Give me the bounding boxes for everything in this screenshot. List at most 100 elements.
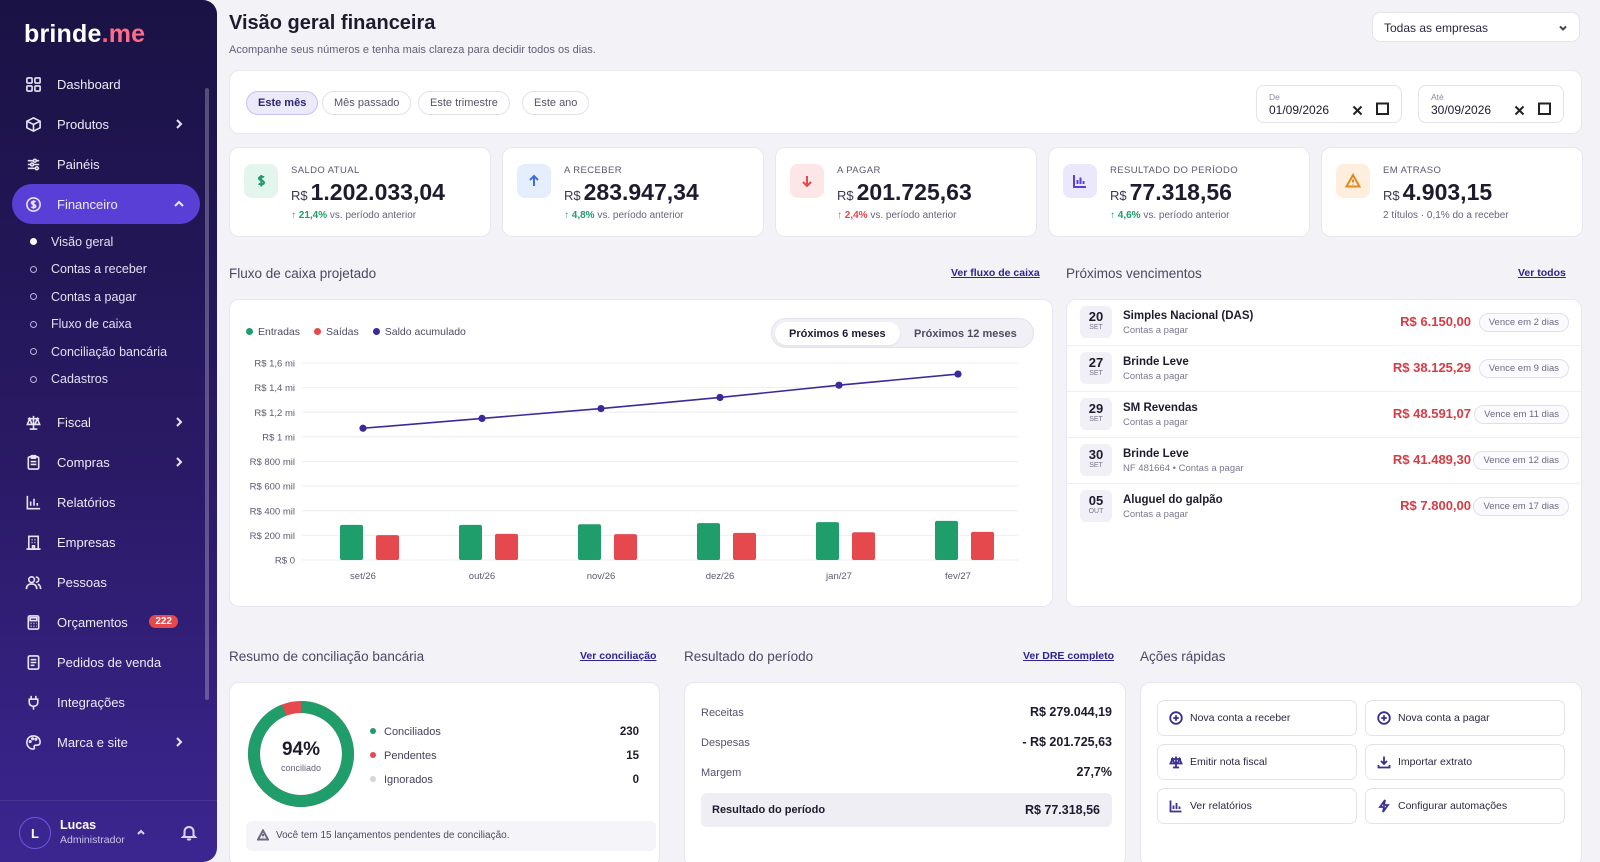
list-item[interactable]: 05 OUT Aluguel do galpão Contas a pagar R… xyxy=(1067,484,1583,530)
list-item[interactable]: 20 SET Simples Nacional (DAS) Contas a pa… xyxy=(1067,300,1583,346)
building-icon xyxy=(24,533,42,551)
period-pill-mes-passado[interactable]: Mês passado xyxy=(322,91,412,115)
toggle-12-meses[interactable]: Próximos 12 meses xyxy=(914,328,1017,340)
donut-percent: 94% xyxy=(281,739,321,760)
due-tag: Vence em 17 dias xyxy=(1473,497,1569,516)
sidebar-item-marca-site[interactable]: Marca e site xyxy=(12,722,200,762)
plug-icon xyxy=(24,693,42,711)
sidebar-item-relatorios[interactable]: Relatórios xyxy=(12,482,200,522)
y-tick-label: R$ 0 xyxy=(275,556,295,567)
calendar-icon[interactable] xyxy=(1538,102,1551,115)
date-from-field[interactable]: De 01/09/2026 xyxy=(1256,85,1402,123)
kpi-value: R$ 201.725,63 xyxy=(837,179,972,205)
y-tick-label: R$ 400 mil xyxy=(250,506,295,517)
point-saldo-acumulado xyxy=(835,381,843,389)
toggle-6-meses[interactable]: Próximos 6 meses xyxy=(775,322,900,345)
kpi-delta: ↑ 2,4% vs. período anterior xyxy=(837,210,957,221)
sidebar-item-dashboard[interactable]: Dashboard xyxy=(12,64,200,104)
kpi-card-resultado[interactable]: RESULTADO DO PERÍODO R$ 77.318,56 ↑ 4,6% … xyxy=(1048,147,1310,237)
sidebar-item-produtos[interactable]: Produtos xyxy=(12,104,200,144)
avatar[interactable]: L xyxy=(19,817,51,849)
submenu-item-contas-receber[interactable]: Contas a receber xyxy=(30,256,200,284)
user-profile[interactable]: L Lucas Administrador xyxy=(0,800,217,862)
warning-icon xyxy=(256,828,270,841)
list-item[interactable]: 29 SET SM Revendas Contas a pagar R$ 48.5… xyxy=(1067,392,1583,438)
bar-entradas xyxy=(816,522,839,560)
configurar-automacoes-button[interactable]: Configurar automações xyxy=(1365,788,1565,824)
scale-icon xyxy=(24,413,42,431)
arrow-down-icon xyxy=(790,164,824,198)
horizon-toggle: Próximos 6 meses Próximos 12 meses xyxy=(771,318,1034,348)
resultado-title: Resultado do período xyxy=(684,649,814,664)
people-icon xyxy=(24,573,42,591)
submenu-item-visao-geral[interactable]: Visão geral xyxy=(30,228,200,256)
submenu-item-contas-pagar[interactable]: Contas a pagar xyxy=(30,283,200,311)
sidebar-item-integracoes[interactable]: Integrações xyxy=(12,682,200,722)
cashflow-link[interactable]: Ver fluxo de caixa xyxy=(951,267,1040,279)
resultado-link[interactable]: Ver DRE completo xyxy=(1023,650,1115,662)
clear-icon[interactable] xyxy=(1352,103,1363,116)
nova-conta-pagar-button[interactable]: Nova conta a pagar xyxy=(1365,700,1565,736)
legend-saidas: Saídas xyxy=(314,326,359,338)
point-saldo-acumulado xyxy=(359,424,367,432)
date-to-value[interactable]: 30/09/2026 xyxy=(1431,103,1492,117)
lightning-icon xyxy=(1377,799,1391,813)
scale-icon xyxy=(1169,755,1183,769)
sidebar-item-empresas[interactable]: Empresas xyxy=(12,522,200,562)
sidebar-item-fiscal[interactable]: Fiscal xyxy=(12,402,200,442)
sidebar-item-compras[interactable]: Compras xyxy=(12,442,200,482)
sidebar-item-label: Orçamentos xyxy=(57,614,128,630)
kpi-card-a-pagar[interactable]: A PAGAR R$ 201.725,63 ↑ 2,4% vs. período … xyxy=(775,147,1037,237)
kpi-card-a-receber[interactable]: A RECEBER R$ 283.947,34 ↑ 4,8% vs. períod… xyxy=(502,147,764,237)
period-pill-este-ano[interactable]: Este ano xyxy=(522,91,590,115)
brand-logo[interactable]: brinde.me xyxy=(24,20,146,48)
financeiro-submenu: Visão geral Contas a receber Contas a pa… xyxy=(12,228,200,393)
sidebar-item-paineis[interactable]: Painéis xyxy=(12,144,200,184)
importar-extrato-button[interactable]: Importar extrato xyxy=(1365,744,1565,780)
due-amount: R$ 6.150,00 xyxy=(1400,314,1471,329)
dashboard-panels-icon xyxy=(24,155,42,173)
donut-arc-conciliados xyxy=(248,701,354,807)
due-amount: R$ 38.125,29 xyxy=(1392,360,1471,375)
bar-saidas xyxy=(971,531,994,560)
company-select[interactable]: Todas as empresas xyxy=(1372,12,1580,42)
sidebar-item-pedidos-venda[interactable]: Pedidos de venda xyxy=(12,642,200,682)
sidebar-item-financeiro[interactable]: Financeiro xyxy=(12,184,200,224)
due-tag: Vence em 11 dias xyxy=(1474,405,1569,424)
conciliacao-title: Resumo de conciliação bancária xyxy=(229,649,425,664)
bell-icon[interactable] xyxy=(180,823,198,841)
list-item[interactable]: 30 SET Brinde Leve NF 481664 • Contas a p… xyxy=(1067,438,1583,484)
sidebar-item-pessoas[interactable]: Pessoas xyxy=(12,562,200,602)
y-tick-label: R$ 200 mil xyxy=(250,531,295,542)
period-pill-este-mes[interactable]: Este mês xyxy=(246,91,319,115)
emitir-nota-fiscal-button[interactable]: Emitir nota fiscal xyxy=(1157,744,1357,780)
kpi-card-em-atraso[interactable]: EM ATRASO R$ 4.903,15 2 títulos · 0,1% do… xyxy=(1321,147,1583,237)
submenu-item-cadastros[interactable]: Cadastros xyxy=(30,366,200,394)
company-select-value: Todas as empresas xyxy=(1384,21,1489,35)
sidebar-scrollbar[interactable] xyxy=(205,88,209,700)
list-item[interactable]: 27 SET Brinde Leve Contas a pagar R$ 38.1… xyxy=(1067,346,1583,392)
x-tick-label: fev/27 xyxy=(945,571,971,582)
date-from-value[interactable]: 01/09/2026 xyxy=(1269,103,1330,117)
nova-conta-receber-button[interactable]: Nova conta a receber xyxy=(1157,700,1357,736)
date-to-field[interactable]: Até 30/09/2026 xyxy=(1418,85,1564,123)
chevron-up-icon[interactable] xyxy=(135,825,147,837)
clear-icon[interactable] xyxy=(1514,103,1525,116)
count-badge: 222 xyxy=(149,615,178,628)
calendar-icon[interactable] xyxy=(1376,102,1389,115)
submenu-item-fluxo-caixa[interactable]: Fluxo de caixa xyxy=(30,311,200,339)
sidebar-item-orcamentos[interactable]: Orçamentos 222 xyxy=(12,602,200,642)
period-pill-este-trimestre[interactable]: Este trimestre xyxy=(418,91,510,115)
dollar-circle-icon xyxy=(24,195,42,213)
total-value: R$ 77.318,56 xyxy=(1024,803,1100,817)
palette-icon xyxy=(24,733,42,751)
legend-entradas: Entradas xyxy=(246,326,300,338)
sidebar-item-label: Marca e site xyxy=(57,734,128,750)
conciliacao-link[interactable]: Ver conciliação xyxy=(580,650,657,662)
vencimentos-link[interactable]: Ver todos xyxy=(1518,267,1566,279)
line-saldo-acumulado xyxy=(362,373,959,430)
despesas-row: Despesas - R$ 201.725,63 xyxy=(701,735,1112,749)
ver-relatorios-button[interactable]: Ver relatórios xyxy=(1157,788,1357,824)
submenu-item-conciliacao[interactable]: Conciliação bancária xyxy=(30,338,200,366)
kpi-card-saldo-atual[interactable]: SALDO ATUAL R$ 1.202.033,04 ↑ 21,4% vs. p… xyxy=(229,147,491,237)
